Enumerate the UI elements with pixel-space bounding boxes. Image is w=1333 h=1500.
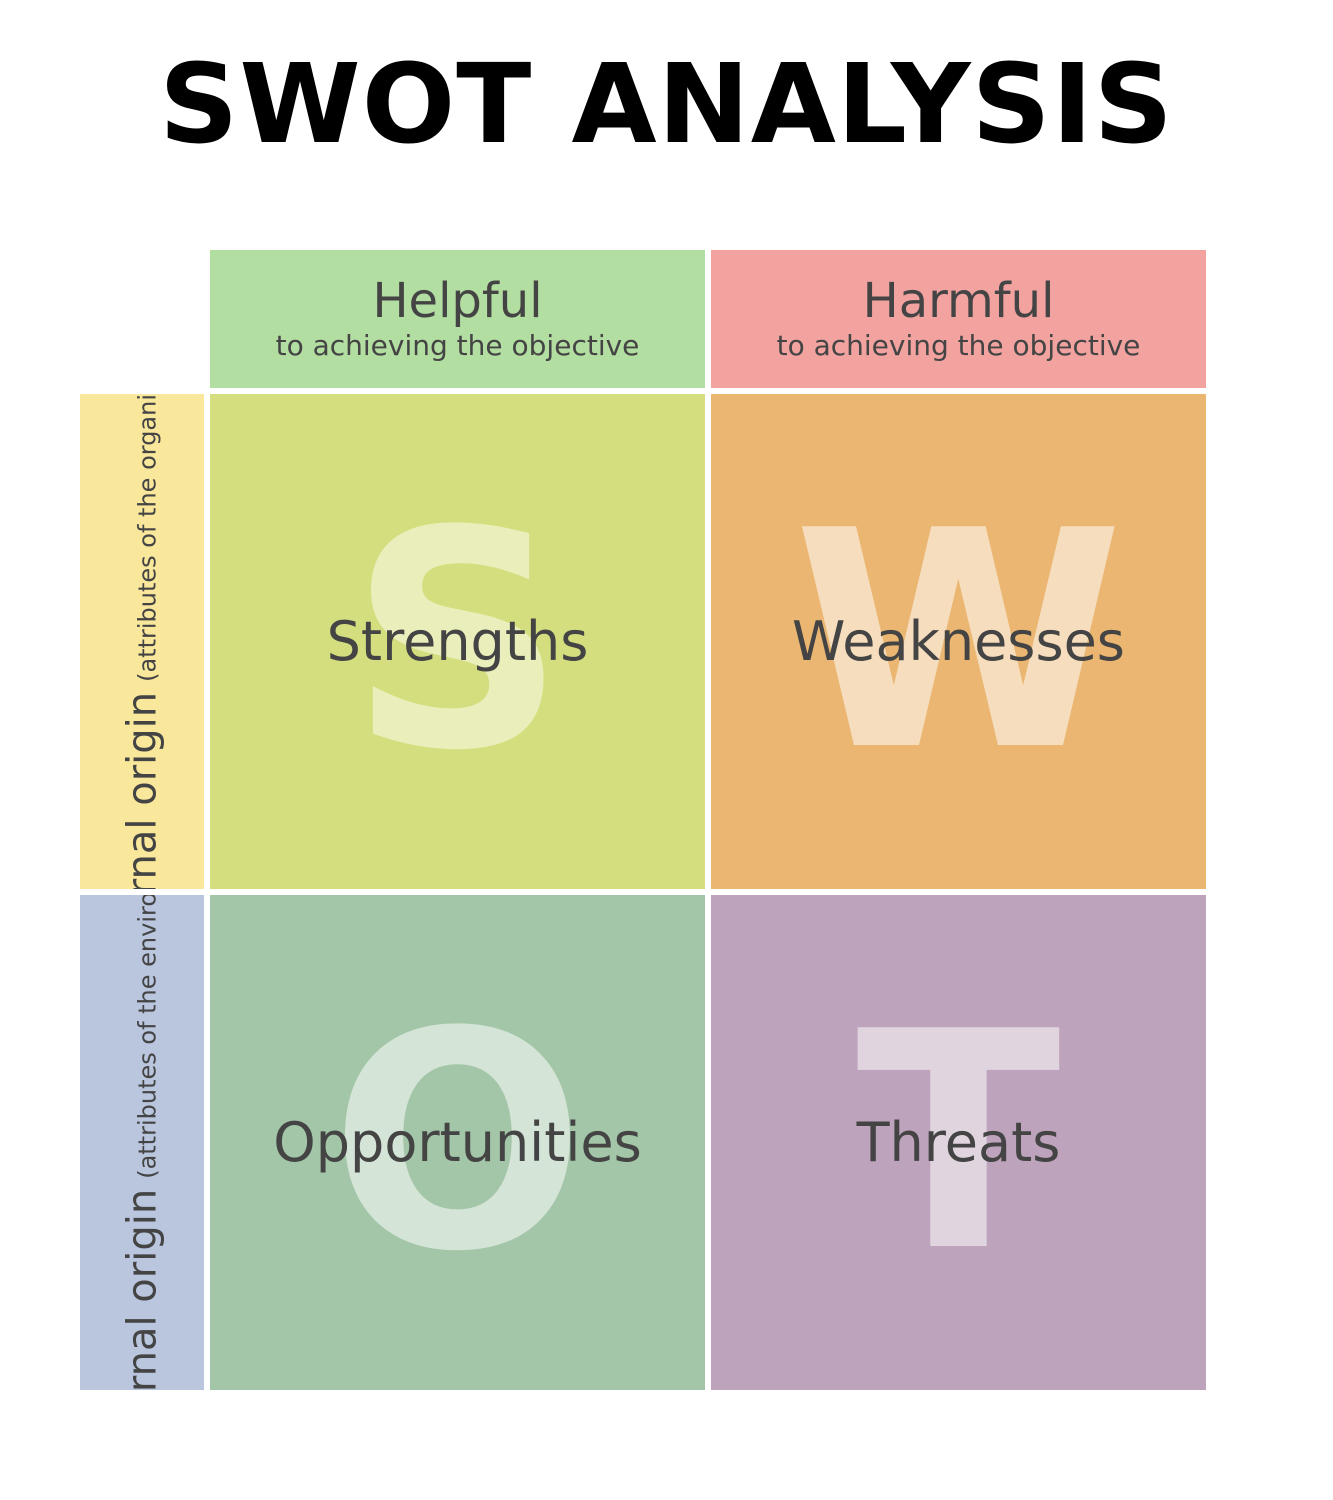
quadrant-strengths: S Strengths (210, 394, 705, 889)
column-header-harmful-title: Harmful (863, 276, 1055, 326)
page-title: SWOT ANALYSIS (0, 40, 1333, 168)
swot-matrix: Helpful to achieving the objective Harmf… (80, 250, 1206, 1390)
quadrant-threats-label: Threats (857, 1111, 1061, 1174)
column-header-helpful-subtitle: to achieving the objective (276, 329, 640, 362)
quadrant-threats: T Threats (711, 895, 1206, 1390)
column-header-harmful-subtitle: to achieving the objective (777, 329, 1141, 362)
swot-page: SWOT ANALYSIS Helpful to achieving the o… (0, 0, 1333, 1500)
row-header-external-subtitle: (attributes of the environment) (133, 895, 161, 1178)
row-header-external: External origin (attributes of the envir… (80, 895, 204, 1390)
column-header-helpful-title: Helpful (372, 276, 542, 326)
quadrant-opportunities-label: Opportunities (273, 1111, 641, 1174)
row-header-internal-subtitle: (attributes of the organization) (133, 394, 161, 681)
quadrant-weaknesses-label: Weaknesses (792, 610, 1125, 673)
quadrant-strengths-label: Strengths (327, 610, 589, 673)
row-header-external-title: External origin (119, 1188, 165, 1390)
row-header-internal: Internal origin (attributes of the organ… (80, 394, 204, 889)
column-header-harmful: Harmful to achieving the objective (711, 250, 1206, 388)
quadrant-weaknesses: W Weaknesses (711, 394, 1206, 889)
column-header-helpful: Helpful to achieving the objective (210, 250, 705, 388)
quadrant-opportunities: O Opportunities (210, 895, 705, 1390)
row-header-internal-title: Internal origin (119, 691, 165, 889)
